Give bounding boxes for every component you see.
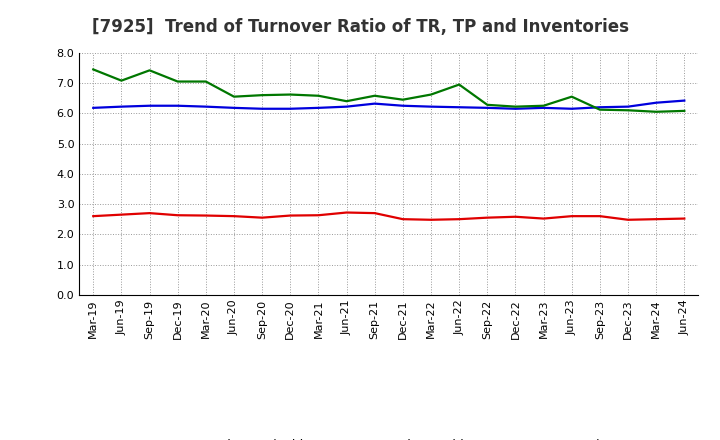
- Inventories: [595, 107, 604, 112]
- Inventories: [202, 79, 210, 84]
- Trade Receivables: [511, 214, 520, 220]
- Trade Receivables: [652, 216, 660, 222]
- Inventories: [624, 108, 632, 113]
- Trade Receivables: [399, 216, 408, 222]
- Text: [7925]  Trend of Turnover Ratio of TR, TP and Inventories: [7925] Trend of Turnover Ratio of TR, TP…: [91, 18, 629, 36]
- Trade Receivables: [427, 217, 436, 223]
- Trade Receivables: [202, 213, 210, 218]
- Inventories: [567, 94, 576, 99]
- Trade Payables: [511, 106, 520, 111]
- Trade Payables: [314, 105, 323, 110]
- Trade Payables: [89, 105, 98, 110]
- Inventories: [511, 104, 520, 109]
- Trade Receivables: [539, 216, 548, 221]
- Inventories: [89, 67, 98, 72]
- Inventories: [370, 93, 379, 99]
- Trade Receivables: [342, 210, 351, 215]
- Trade Payables: [342, 104, 351, 109]
- Trade Receivables: [258, 215, 266, 220]
- Trade Payables: [483, 105, 492, 110]
- Trade Receivables: [145, 210, 154, 216]
- Trade Payables: [399, 103, 408, 108]
- Inventories: [314, 93, 323, 99]
- Inventories: [399, 97, 408, 103]
- Inventories: [258, 92, 266, 98]
- Trade Payables: [455, 105, 464, 110]
- Trade Receivables: [117, 212, 126, 217]
- Line: Inventories: Inventories: [94, 70, 684, 112]
- Trade Receivables: [230, 213, 238, 219]
- Trade Receivables: [455, 216, 464, 222]
- Trade Payables: [539, 105, 548, 110]
- Inventories: [539, 103, 548, 108]
- Trade Payables: [286, 106, 294, 111]
- Inventories: [680, 108, 688, 114]
- Trade Receivables: [314, 213, 323, 218]
- Trade Receivables: [680, 216, 688, 221]
- Trade Payables: [567, 106, 576, 111]
- Trade Receivables: [89, 213, 98, 219]
- Trade Payables: [624, 104, 632, 109]
- Trade Receivables: [370, 210, 379, 216]
- Inventories: [174, 79, 182, 84]
- Inventories: [117, 78, 126, 83]
- Inventories: [427, 92, 436, 97]
- Trade Payables: [117, 104, 126, 109]
- Inventories: [483, 102, 492, 107]
- Inventories: [145, 68, 154, 73]
- Inventories: [455, 82, 464, 87]
- Trade Payables: [427, 104, 436, 109]
- Trade Payables: [202, 104, 210, 109]
- Trade Payables: [680, 98, 688, 103]
- Trade Payables: [174, 103, 182, 108]
- Trade Receivables: [483, 215, 492, 220]
- Trade Payables: [258, 106, 266, 111]
- Inventories: [342, 99, 351, 104]
- Line: Trade Payables: Trade Payables: [94, 101, 684, 109]
- Legend: Trade Receivables, Trade Payables, Inventories: Trade Receivables, Trade Payables, Inven…: [158, 434, 619, 440]
- Trade Payables: [652, 100, 660, 105]
- Line: Trade Receivables: Trade Receivables: [94, 213, 684, 220]
- Trade Receivables: [595, 213, 604, 219]
- Inventories: [230, 94, 238, 99]
- Trade Receivables: [624, 217, 632, 223]
- Trade Payables: [145, 103, 154, 108]
- Trade Receivables: [567, 213, 576, 219]
- Trade Payables: [370, 101, 379, 106]
- Trade Payables: [230, 105, 238, 110]
- Trade Payables: [595, 105, 604, 110]
- Inventories: [652, 109, 660, 114]
- Inventories: [286, 92, 294, 97]
- Trade Receivables: [286, 213, 294, 218]
- Trade Receivables: [174, 213, 182, 218]
